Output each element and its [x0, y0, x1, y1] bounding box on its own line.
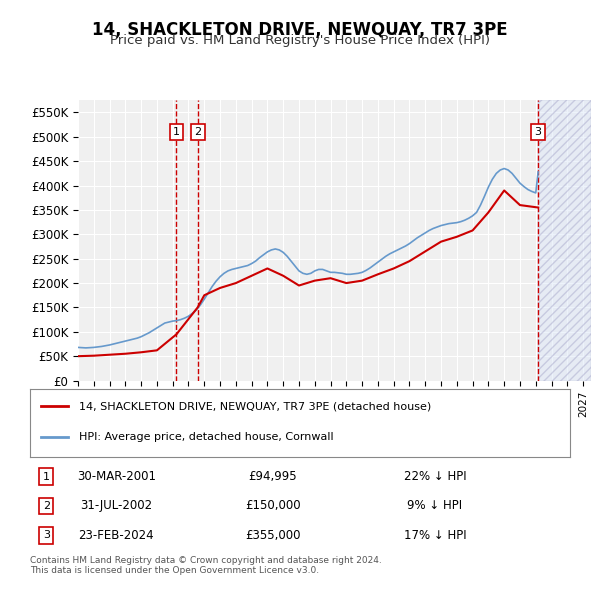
Text: 9% ↓ HPI: 9% ↓ HPI: [407, 499, 463, 513]
Text: 1: 1: [173, 127, 180, 137]
Text: 23-FEB-2024: 23-FEB-2024: [79, 529, 154, 542]
Text: Price paid vs. HM Land Registry's House Price Index (HPI): Price paid vs. HM Land Registry's House …: [110, 34, 490, 47]
Text: 14, SHACKLETON DRIVE, NEWQUAY, TR7 3PE (detached house): 14, SHACKLETON DRIVE, NEWQUAY, TR7 3PE (…: [79, 401, 431, 411]
Text: £94,995: £94,995: [248, 470, 298, 483]
Text: This data is licensed under the Open Government Licence v3.0.: This data is licensed under the Open Gov…: [30, 566, 319, 575]
Text: 1: 1: [43, 471, 50, 481]
Text: 2: 2: [43, 501, 50, 511]
Text: £150,000: £150,000: [245, 499, 301, 513]
Text: £355,000: £355,000: [245, 529, 301, 542]
Text: 3: 3: [535, 127, 542, 137]
Text: 17% ↓ HPI: 17% ↓ HPI: [404, 529, 466, 542]
Text: 2: 2: [194, 127, 201, 137]
Text: 14, SHACKLETON DRIVE, NEWQUAY, TR7 3PE: 14, SHACKLETON DRIVE, NEWQUAY, TR7 3PE: [92, 21, 508, 39]
Text: 3: 3: [43, 530, 50, 540]
Text: 31-JUL-2002: 31-JUL-2002: [80, 499, 152, 513]
Text: Contains HM Land Registry data © Crown copyright and database right 2024.: Contains HM Land Registry data © Crown c…: [30, 556, 382, 565]
Text: 22% ↓ HPI: 22% ↓ HPI: [404, 470, 466, 483]
Text: 30-MAR-2001: 30-MAR-2001: [77, 470, 156, 483]
Text: HPI: Average price, detached house, Cornwall: HPI: Average price, detached house, Corn…: [79, 432, 333, 442]
Bar: [538, 100, 591, 381]
